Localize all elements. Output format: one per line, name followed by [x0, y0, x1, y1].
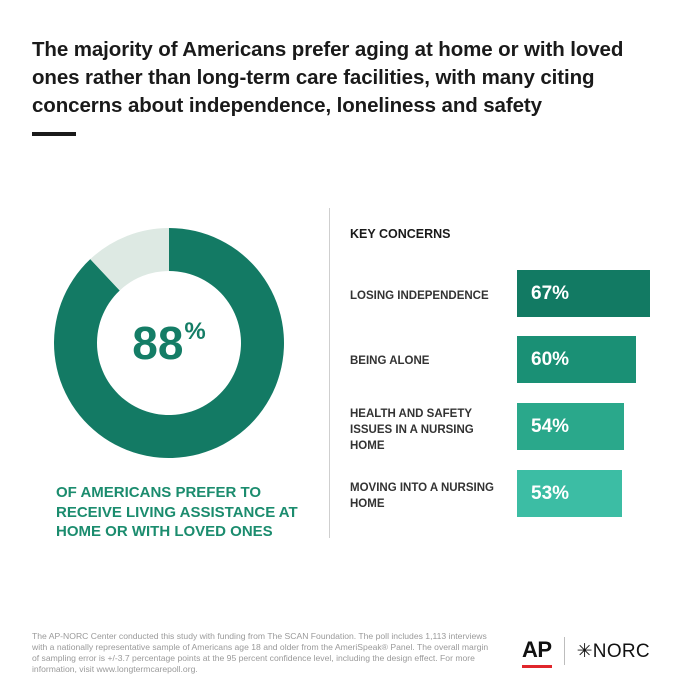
- donut-slice-rest: [90, 228, 169, 291]
- donut-slice-main: [54, 228, 284, 458]
- donut-center-value: 88: [132, 317, 184, 369]
- ap-logo: AP: [522, 637, 552, 668]
- key-concerns-heading: KEY CONCERNS: [350, 227, 451, 241]
- donut-svg: [54, 228, 284, 458]
- donut-chart: 88 %: [54, 228, 284, 458]
- bar-category-label: BEING ALONE: [350, 355, 430, 367]
- donut-center-suffix: %: [184, 318, 206, 345]
- logos: AP ✳NORC: [522, 636, 650, 668]
- footnote: The AP-NORC Center conducted this study …: [32, 631, 489, 674]
- logo-separator: [563, 637, 565, 665]
- donut-center-label: 88 %: [54, 228, 284, 458]
- norc-mark-icon: ✳: [576, 640, 593, 662]
- bar-value-label: 53%: [531, 482, 570, 504]
- norc-logo-text: NORC: [592, 640, 650, 662]
- bar-value-label: 67%: [531, 282, 570, 304]
- chart-title: The majority of Americans prefer aging a…: [32, 38, 624, 117]
- bar-category-label: LOSING INDEPENDENCE: [350, 290, 489, 302]
- section-divider: [329, 208, 330, 538]
- bar-category-label: HEALTH AND SAFETY ISSUES IN A NURSING HO…: [350, 408, 474, 452]
- bar-value-label: 54%: [531, 415, 570, 437]
- title-rule: [32, 132, 76, 136]
- bar: 60%: [517, 336, 637, 383]
- bar: 67%: [517, 270, 650, 317]
- bar: 53%: [517, 470, 623, 517]
- bar-category-label: MOVING INTO A NURSING HOME: [350, 482, 494, 510]
- donut-caption: OF AMERICANS PREFER TO RECEIVE LIVING AS…: [56, 484, 298, 540]
- bar-value-label: 60%: [531, 348, 570, 370]
- bar: 54%: [517, 403, 625, 450]
- norc-logo: ✳NORC: [577, 640, 650, 663]
